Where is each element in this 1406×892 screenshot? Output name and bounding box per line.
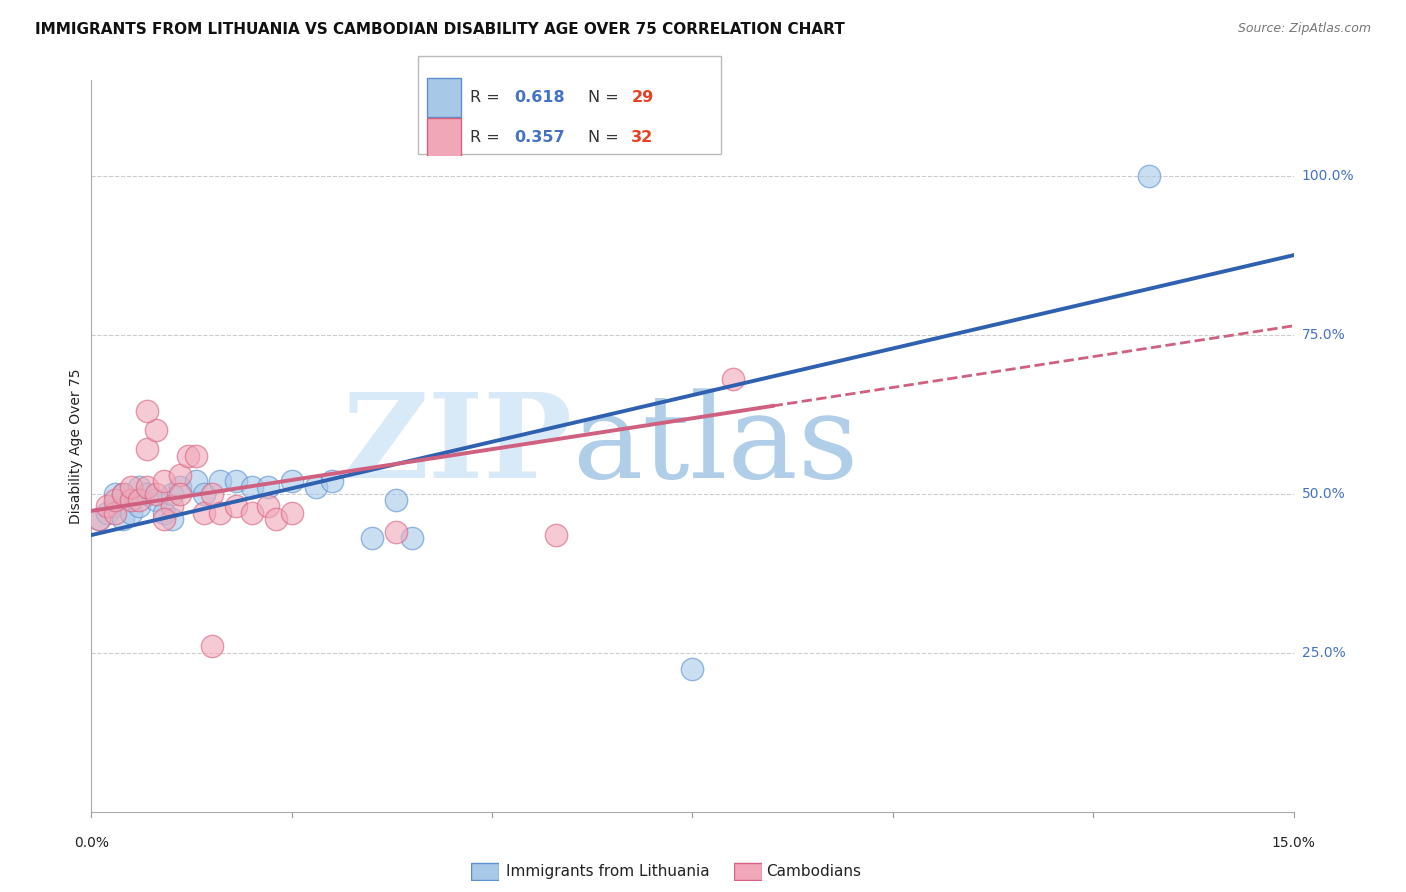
- Point: [201, 640, 224, 654]
- Text: 75.0%: 75.0%: [1302, 327, 1346, 342]
- Point: [112, 486, 135, 500]
- Point: [160, 512, 183, 526]
- Point: [256, 500, 278, 514]
- Point: [240, 506, 263, 520]
- Text: Immigrants from Lithuania: Immigrants from Lithuania: [506, 864, 710, 879]
- Point: [184, 449, 207, 463]
- Text: R =: R =: [471, 130, 505, 145]
- Point: [145, 423, 167, 437]
- Point: [152, 474, 174, 488]
- Point: [160, 486, 183, 500]
- Point: [721, 372, 744, 386]
- Point: [89, 512, 111, 526]
- Point: [104, 486, 127, 500]
- Text: N =: N =: [588, 90, 624, 105]
- Point: [104, 500, 127, 514]
- Point: [160, 500, 183, 514]
- Text: N =: N =: [588, 130, 624, 145]
- Point: [152, 512, 174, 526]
- Point: [176, 449, 198, 463]
- Point: [136, 404, 159, 418]
- Point: [193, 506, 215, 520]
- Point: [121, 493, 143, 508]
- Point: [128, 480, 150, 494]
- Point: [104, 506, 127, 520]
- Text: 0.0%: 0.0%: [75, 836, 108, 850]
- Point: [225, 474, 247, 488]
- Text: Source: ZipAtlas.com: Source: ZipAtlas.com: [1237, 22, 1371, 36]
- Point: [281, 474, 304, 488]
- Point: [184, 474, 207, 488]
- Point: [89, 512, 111, 526]
- Point: [136, 486, 159, 500]
- Point: [208, 506, 231, 520]
- Text: 32: 32: [631, 130, 654, 145]
- Y-axis label: Disability Age Over 75: Disability Age Over 75: [69, 368, 83, 524]
- Point: [152, 506, 174, 520]
- Point: [225, 500, 247, 514]
- Point: [136, 442, 159, 457]
- Point: [112, 486, 135, 500]
- Text: 25.0%: 25.0%: [1302, 646, 1346, 660]
- Point: [1137, 169, 1160, 183]
- Point: [401, 531, 423, 545]
- Point: [321, 474, 343, 488]
- Point: [136, 480, 159, 494]
- Text: 0.618: 0.618: [513, 90, 564, 105]
- Bar: [427, 78, 461, 117]
- Point: [208, 474, 231, 488]
- Point: [240, 480, 263, 494]
- Text: ZIP: ZIP: [342, 389, 572, 503]
- Point: [681, 662, 703, 676]
- Point: [385, 524, 408, 539]
- Point: [385, 493, 408, 508]
- Point: [104, 493, 127, 508]
- Text: R =: R =: [471, 90, 505, 105]
- Point: [121, 480, 143, 494]
- Text: 50.0%: 50.0%: [1302, 487, 1346, 500]
- Point: [128, 500, 150, 514]
- Point: [169, 486, 191, 500]
- Text: 29: 29: [631, 90, 654, 105]
- Point: [128, 493, 150, 508]
- Point: [145, 486, 167, 500]
- Point: [281, 506, 304, 520]
- Text: Cambodians: Cambodians: [766, 864, 862, 879]
- Point: [121, 506, 143, 520]
- Point: [360, 531, 382, 545]
- Text: 15.0%: 15.0%: [1271, 836, 1316, 850]
- Point: [193, 486, 215, 500]
- Text: atlas: atlas: [572, 389, 859, 503]
- Point: [145, 493, 167, 508]
- Bar: [427, 118, 461, 157]
- Text: IMMIGRANTS FROM LITHUANIA VS CAMBODIAN DISABILITY AGE OVER 75 CORRELATION CHART: IMMIGRANTS FROM LITHUANIA VS CAMBODIAN D…: [35, 22, 845, 37]
- Point: [305, 480, 328, 494]
- Point: [112, 512, 135, 526]
- FancyBboxPatch shape: [418, 55, 721, 154]
- Point: [264, 512, 287, 526]
- Point: [201, 486, 224, 500]
- Point: [256, 480, 278, 494]
- Point: [546, 528, 568, 542]
- Point: [96, 500, 118, 514]
- Point: [96, 506, 118, 520]
- Text: 100.0%: 100.0%: [1302, 169, 1354, 183]
- Point: [169, 480, 191, 494]
- Text: 0.357: 0.357: [513, 130, 564, 145]
- Point: [169, 467, 191, 482]
